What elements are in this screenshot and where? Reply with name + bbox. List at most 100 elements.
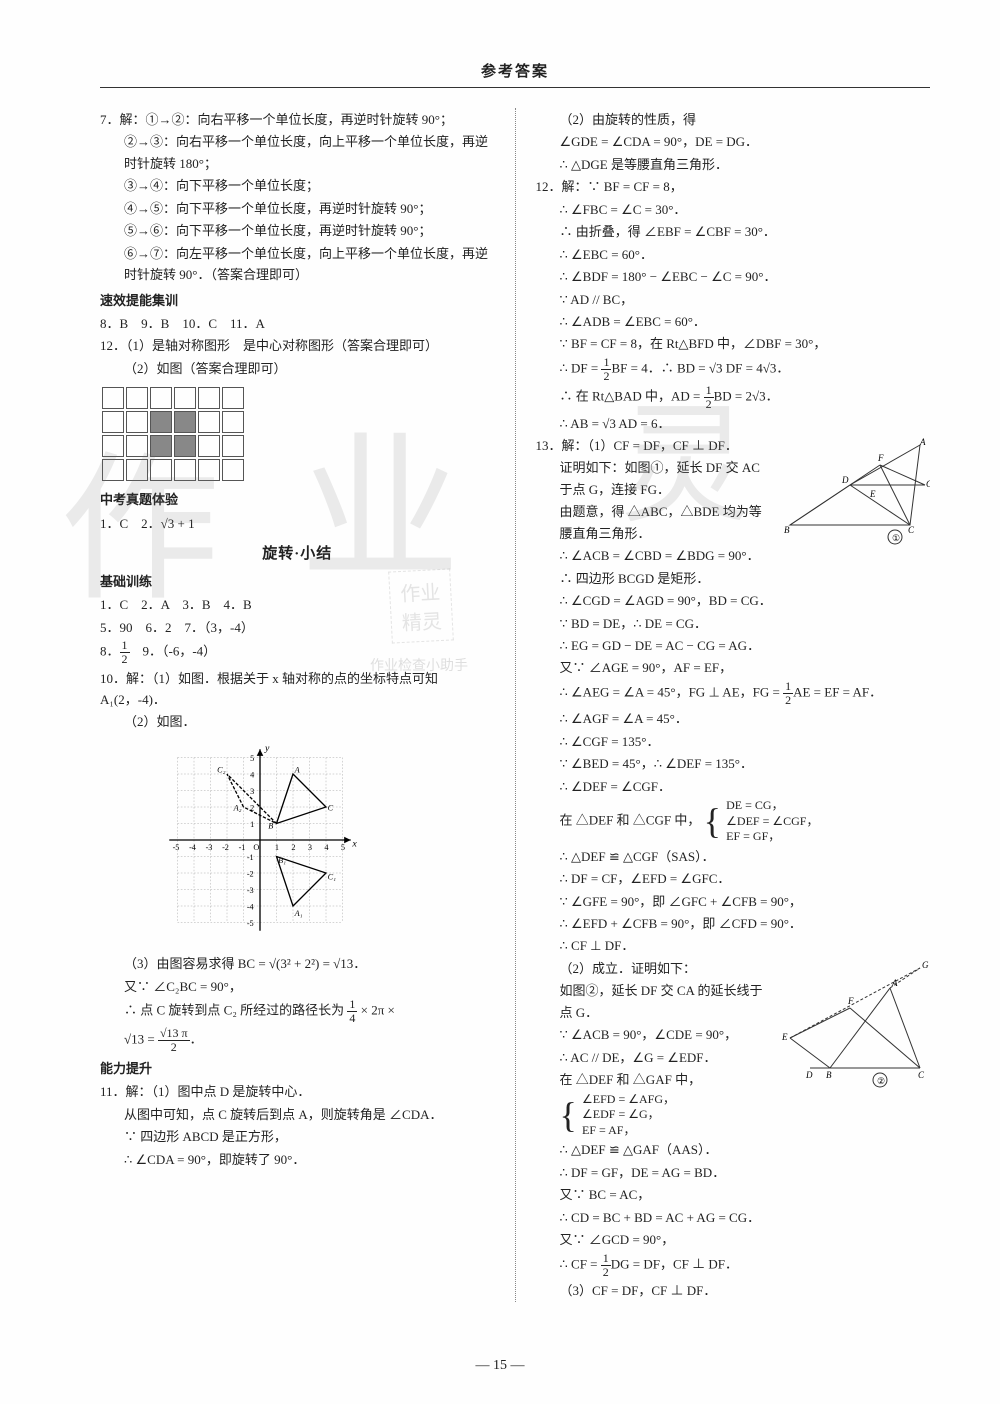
svg-text:3: 3 <box>250 787 254 796</box>
q13-l8: 又∵ ∠AGE = 90°，AF = EF， <box>536 657 931 678</box>
q13-l30-pre: ∴ CF = <box>560 1256 601 1271</box>
svg-text:2: 2 <box>291 843 295 852</box>
q11-line3: ∵ 四边形 ABCD 是正方形， <box>100 1126 495 1147</box>
fraction-quarter: 14 <box>347 998 357 1025</box>
svg-text:A: A <box>891 978 898 988</box>
svg-text:C: C <box>328 803 334 812</box>
svg-text:y: y <box>264 743 270 754</box>
stamp-line1: 作业 <box>400 582 441 606</box>
q11-2a: （2）由旋转的性质，得 <box>536 109 931 130</box>
q10c-l4-post: ． <box>190 1031 203 1046</box>
svg-text:A: A <box>294 765 301 774</box>
svg-text:4: 4 <box>250 770 254 779</box>
q12-l10: ∴ AB = √3 AD = 6． <box>536 413 931 434</box>
svg-text:C₂: C₂ <box>217 765 226 774</box>
q10-part2: （2）如图． <box>100 711 495 732</box>
svg-text:-5: -5 <box>173 843 180 852</box>
q10-part3-l1: （3）由图容易求得 BC = √(3² + 2²) = √13． <box>100 953 495 974</box>
brace-content-1: DE = CG， ∠DEF = ∠CGF， EF = GF， <box>726 798 818 845</box>
q13-l3: ∴ ∠ACB = ∠CBD = ∠BDG = 90°． <box>536 545 931 566</box>
q7-line6: ⑥→⑦：向左平移一个单位长度，向上平移一个单位长度，再逆时针旋转 90°．（答案… <box>100 243 495 286</box>
q13-l27: 又∵ BC = AC， <box>536 1184 931 1205</box>
q11-line1: 11．解：（1）图中点 D 是旋转中心． <box>100 1081 495 1102</box>
svg-text:-1: -1 <box>247 853 254 862</box>
page-number: — 15 — <box>0 1358 1000 1374</box>
q12-l8-mid: BF = 4．∴ BD = √3 DF = 4√3． <box>611 360 789 375</box>
chapter-title: 旋转·小结 <box>100 542 495 567</box>
svg-text:G: G <box>922 960 929 970</box>
q7-line2: ②→③：向右平移一个单位长度，向上平移一个单位长度，再逆时针旋转 180°； <box>100 131 495 174</box>
q12-l0: 12．解：∵ BF = CF = 8， <box>536 176 931 197</box>
brace2-c: EF = AF， <box>582 1123 635 1137</box>
svg-text:B: B <box>826 1070 832 1080</box>
svg-text:A₂: A₂ <box>233 803 242 812</box>
svg-text:-3: -3 <box>247 886 254 895</box>
svg-text:-2: -2 <box>247 869 254 878</box>
svg-text:F: F <box>877 453 884 463</box>
q13-l18: ∴ ∠EFD + ∠CFB = 90°，即 ∠CFD = 90°． <box>536 913 931 934</box>
q12-part1: 12．（1）是轴对称图形 是中心对称图形（答案合理即可） <box>100 335 495 356</box>
q13-l9-post: AE = EF = AF． <box>793 684 882 699</box>
q10c-l3-mid: × 2π × <box>357 1003 394 1018</box>
q12-l8-pre: ∴ DF = <box>560 360 602 375</box>
svg-text:-4: -4 <box>247 902 254 911</box>
q13-l15: ∴ △DEF ≌ △CGF（SAS）． <box>536 846 931 867</box>
q12-part2: （2）如图（答案合理即可） <box>100 358 495 379</box>
coordinate-graph: x y O -5-4-3 -2-1 123 45 123 45 -1-2-3 -… <box>150 740 370 940</box>
q13-l14: 在 △DEF 和 △CGF 中， { DE = CG， ∠DEF = ∠CGF，… <box>536 798 931 845</box>
svg-text:B₁: B₁ <box>278 856 286 865</box>
q10-part3-l2: 又∵ ∠C₂BC = 90°， <box>100 976 495 997</box>
q13-l29: 又∵ ∠GCD = 90°， <box>536 1229 931 1250</box>
q13-brace2: { ∠EFD = ∠AFG， ∠EDF = ∠G， EF = AF， <box>536 1092 931 1139</box>
fraction-half: 12 <box>120 639 130 666</box>
q13-l26: ∴ DF = GF，DE = AG = BD． <box>536 1162 931 1183</box>
svg-text:4: 4 <box>324 843 328 852</box>
q13-l4: ∴ 四边形 BCGD 是矩形． <box>536 568 931 589</box>
q11-line4: ∴ ∠CDA = 90°，即旋转了 90°． <box>100 1149 495 1170</box>
two-column-layout: 7．解：①→②：向右平移一个单位长度，再逆时针旋转 90°； ②→③：向右平移一… <box>100 108 930 1302</box>
svg-text:B: B <box>268 821 273 830</box>
q13-l6: ∵ BD = DE，∴ DE = CG． <box>536 613 931 634</box>
q12-l9-post: BD = 2√3． <box>714 389 779 404</box>
watermark-stamp: 作业 精灵 <box>388 568 454 643</box>
sec3-l3-pre: 8． <box>100 644 120 659</box>
q13-l12: ∵ ∠BED = 45°，∴ ∠DEF = 135°． <box>536 753 931 774</box>
geometry-figure-2: A B C D E F G ② <box>780 958 930 1088</box>
brace-left-1: { <box>704 814 721 828</box>
fraction-half-5: 12 <box>601 1252 611 1279</box>
q12-l6: ∴ ∠ADB = ∠EBC = 60°． <box>536 311 931 332</box>
svg-text:G: G <box>926 479 930 489</box>
stamp-line2: 精灵 <box>401 611 442 635</box>
q7-line3: ③→④：向下平移一个单位长度； <box>100 175 495 196</box>
q12-l3: ∴ ∠EBC = 60°． <box>536 244 931 265</box>
svg-text:-2: -2 <box>222 843 229 852</box>
q12-l1: ∴ ∠FBC = ∠C = 30°． <box>536 199 931 220</box>
sec1-answers: 8．B 9．B 10．C 11．A <box>100 313 495 334</box>
q11-line2: 从图中可知，点 C 旋转后到点 A，则旋转角是 ∠CDA． <box>100 1104 495 1125</box>
brace1-b: ∠DEF = ∠CGF， <box>726 814 818 828</box>
svg-text:1: 1 <box>250 820 254 829</box>
q10c-l3-pre: ∴ 点 C 旋转到点 C₂ 所经过的路径长为 <box>124 1003 347 1018</box>
svg-text:x: x <box>351 838 357 849</box>
q13-l13: ∴ ∠DEF = ∠CGF． <box>536 776 931 797</box>
brace2-a: ∠EFD = ∠AFG， <box>582 1092 675 1106</box>
sec3-l3-post: 9．（-6，-4） <box>130 644 217 659</box>
q13-l5: ∴ ∠CGD = ∠AGD = 90°，BD = CG． <box>536 590 931 611</box>
right-column: （2）由旋转的性质，得 ∠GDE = ∠CDA = 90°，DE = DG． ∴… <box>536 108 931 1302</box>
svg-text:C: C <box>918 1070 925 1080</box>
svg-text:C₁: C₁ <box>328 872 337 881</box>
section-title-1: 速效提能集训 <box>100 290 495 311</box>
section-title-4: 能力提升 <box>100 1058 495 1079</box>
brace1-c: EF = GF， <box>726 829 780 843</box>
svg-text:A₁: A₁ <box>294 909 303 918</box>
q13-l7: ∴ EG = GD − DE = AC − CG = AG． <box>536 635 931 656</box>
geometry-figure-1: A B C D E F G ① <box>780 435 930 545</box>
fraction-sqrt13pi-2: √13 π2 <box>158 1027 190 1054</box>
q13-l9-pre: ∴ ∠AEG = ∠A = 45°，FG ⊥ AE，FG = <box>560 684 784 699</box>
q11-2b: ∠GDE = ∠CDA = 90°，DE = DG． <box>536 131 931 152</box>
q13-l14-pre: 在 △DEF 和 △CGF 中， <box>560 812 701 827</box>
q10-part3-l4: √13 = √13 π2． <box>100 1027 495 1054</box>
q7-line5: ⑤→⑥：向下平移一个单位长度，再逆时针旋转 90°； <box>100 220 495 241</box>
svg-text:A: A <box>919 437 926 447</box>
sec2-answers: 1．C 2．√3 + 1 <box>100 513 495 534</box>
